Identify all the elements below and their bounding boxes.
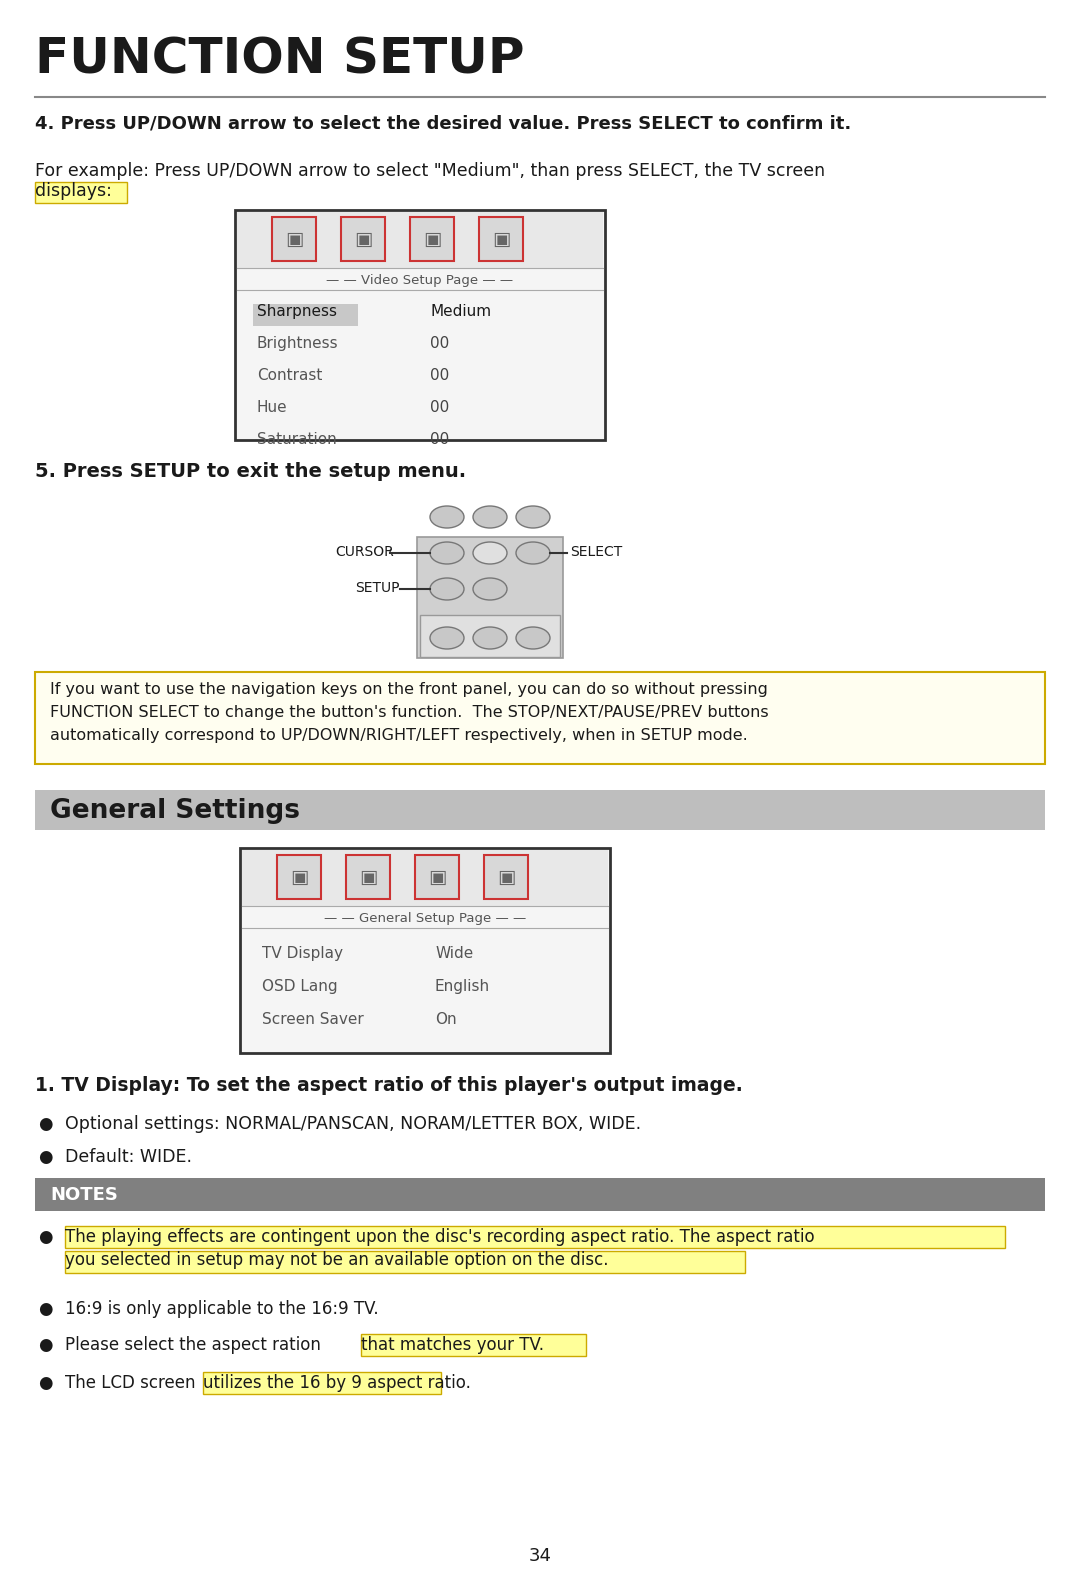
Text: If you want to use the navigation keys on the front panel, you can do so without: If you want to use the navigation keys o… [50, 683, 768, 697]
Ellipse shape [430, 578, 464, 600]
Text: 16:9 is only applicable to the 16:9 TV.: 16:9 is only applicable to the 16:9 TV. [65, 1300, 379, 1318]
Text: SELECT: SELECT [570, 545, 622, 559]
Ellipse shape [430, 505, 464, 527]
Text: displays:: displays: [35, 182, 112, 200]
Text: ▣: ▣ [497, 868, 515, 887]
Ellipse shape [473, 542, 507, 564]
Text: Sharpness: Sharpness [257, 304, 337, 318]
Text: The playing effects are contingent upon the disc's recording aspect ratio. The a: The playing effects are contingent upon … [65, 1228, 814, 1247]
Text: FUNCTION SETUP: FUNCTION SETUP [35, 35, 525, 82]
FancyBboxPatch shape [415, 855, 459, 900]
Text: ▣: ▣ [428, 868, 446, 887]
FancyBboxPatch shape [235, 211, 605, 440]
Text: For example: Press UP/DOWN arrow to select "Medium", than press SELECT, the TV s: For example: Press UP/DOWN arrow to sele… [35, 162, 825, 181]
Ellipse shape [473, 505, 507, 527]
Text: — — Video Setup Page — —: — — Video Setup Page — — [326, 274, 514, 287]
Text: Saturation: Saturation [257, 432, 337, 447]
Text: you selected in setup may not be an available option on the disc.: you selected in setup may not be an avai… [65, 1251, 608, 1269]
Text: CURSOR: CURSOR [335, 545, 394, 559]
FancyBboxPatch shape [420, 615, 561, 657]
Text: ▣: ▣ [422, 230, 442, 249]
Text: Please select the aspect ration: Please select the aspect ration [65, 1335, 326, 1354]
Text: TV Display: TV Display [262, 946, 343, 961]
FancyBboxPatch shape [276, 855, 321, 900]
Bar [65, 1226, 1005, 1248]
Ellipse shape [473, 578, 507, 600]
Text: 34: 34 [528, 1548, 552, 1565]
Text: 00: 00 [430, 432, 449, 447]
FancyBboxPatch shape [410, 217, 454, 261]
Text: ▣: ▣ [285, 230, 303, 249]
Text: utilizes the 16 by 9 aspect ratio.: utilizes the 16 by 9 aspect ratio. [203, 1373, 471, 1392]
Text: Contrast: Contrast [257, 367, 322, 383]
Text: 00: 00 [430, 401, 449, 415]
Text: 1. TV Display: To set the aspect ratio of this player's output image.: 1. TV Display: To set the aspect ratio o… [35, 1076, 743, 1095]
Text: 5. Press SETUP to exit the setup menu.: 5. Press SETUP to exit the setup menu. [35, 463, 467, 482]
FancyBboxPatch shape [341, 217, 384, 261]
Text: Wide: Wide [435, 946, 473, 961]
Ellipse shape [473, 627, 507, 649]
Text: On: On [435, 1012, 457, 1026]
Text: Screen Saver: Screen Saver [262, 1012, 364, 1026]
Ellipse shape [516, 627, 550, 649]
Text: ●: ● [38, 1300, 53, 1318]
Text: automatically correspond to UP/DOWN/RIGHT/LEFT respectively, when in SETUP mode.: automatically correspond to UP/DOWN/RIGH… [50, 729, 747, 743]
Text: ●: ● [38, 1228, 53, 1247]
Bar [35, 182, 127, 203]
FancyBboxPatch shape [480, 217, 523, 261]
Text: Optional settings: NORMAL/PANSCAN, NORAM/LETTER BOX, WIDE.: Optional settings: NORMAL/PANSCAN, NORAM… [65, 1115, 642, 1133]
Text: 4. Press UP/DOWN arrow to select the desired value. Press SELECT to confirm it.: 4. Press UP/DOWN arrow to select the des… [35, 116, 851, 133]
Text: The LCD screen: The LCD screen [65, 1373, 201, 1392]
Bar [35, 790, 1045, 830]
Ellipse shape [516, 542, 550, 564]
Text: FUNCTION SELECT to change the button's function.  The STOP/NEXT/PAUSE/PREV butto: FUNCTION SELECT to change the button's f… [50, 705, 769, 721]
Text: ▣: ▣ [289, 868, 308, 887]
Bar [237, 212, 603, 268]
Text: ▣: ▣ [491, 230, 510, 249]
Text: ●: ● [38, 1335, 53, 1354]
FancyBboxPatch shape [417, 537, 563, 657]
FancyBboxPatch shape [240, 847, 610, 1053]
Bar [203, 1372, 441, 1394]
Text: ●: ● [38, 1373, 53, 1392]
Text: English: English [435, 979, 490, 995]
Ellipse shape [516, 505, 550, 527]
Text: 00: 00 [430, 367, 449, 383]
Ellipse shape [430, 627, 464, 649]
Text: NOTES: NOTES [50, 1186, 118, 1204]
Bar [361, 1334, 586, 1356]
FancyBboxPatch shape [346, 855, 390, 900]
Text: Default: WIDE.: Default: WIDE. [65, 1148, 192, 1166]
Ellipse shape [430, 542, 464, 564]
Text: ▣: ▣ [354, 230, 373, 249]
Text: ●: ● [38, 1148, 53, 1166]
Text: SETUP: SETUP [355, 581, 400, 596]
Text: General Settings: General Settings [50, 798, 300, 824]
Text: Medium: Medium [430, 304, 491, 318]
Text: ▣: ▣ [359, 868, 377, 887]
FancyBboxPatch shape [272, 217, 316, 261]
Bar [35, 1178, 1045, 1212]
Bar [253, 304, 357, 326]
Text: 00: 00 [430, 336, 449, 352]
Text: Hue: Hue [257, 401, 287, 415]
Text: — — General Setup Page — —: — — General Setup Page — — [324, 912, 526, 925]
Text: that matches your TV.: that matches your TV. [361, 1335, 544, 1354]
Bar [242, 851, 608, 906]
Text: OSD Lang: OSD Lang [262, 979, 338, 995]
FancyBboxPatch shape [484, 855, 528, 900]
Bar [65, 1251, 745, 1274]
Text: Brightness: Brightness [257, 336, 339, 352]
Text: ●: ● [38, 1115, 53, 1133]
FancyBboxPatch shape [35, 672, 1045, 763]
